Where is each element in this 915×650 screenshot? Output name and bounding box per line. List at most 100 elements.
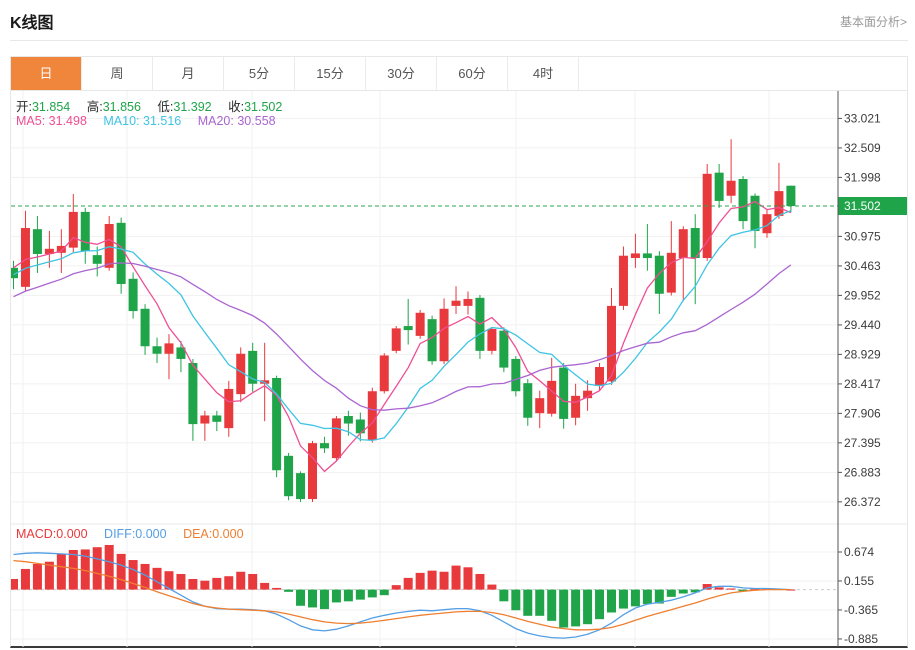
candle-body	[308, 443, 317, 500]
candle-body	[367, 391, 377, 441]
chart-area: 33.021 32.509 31.998 31.502 30.975 30.463 29.9…	[11, 91, 907, 647]
interval-tabs: 日 周 月 5分 15分 30分 60分 4时	[11, 57, 907, 91]
macd-bar	[116, 553, 126, 590]
macd-tick-label: -0.885	[844, 632, 878, 646]
macd-bar	[188, 579, 198, 590]
macd-bar	[128, 560, 138, 590]
price-tick-label: 29.952	[844, 288, 881, 302]
macd-bar	[475, 573, 485, 590]
candle-body	[774, 191, 784, 216]
candle-body	[559, 367, 569, 419]
macd-bar	[20, 568, 30, 590]
macd-bar	[714, 587, 724, 590]
price-tick-label: 28.417	[844, 377, 881, 391]
macd-bar	[523, 589, 533, 616]
macd-bar	[236, 571, 246, 590]
macd-bar	[511, 589, 521, 611]
tab-day[interactable]: 日	[11, 57, 82, 90]
header-divider	[10, 40, 908, 41]
macd-bar	[32, 563, 42, 590]
macd-bar	[248, 573, 258, 590]
candle-body	[403, 326, 413, 331]
candle-body	[654, 255, 664, 294]
candle-body	[618, 255, 628, 306]
candle-body	[726, 180, 736, 196]
candle-body	[92, 255, 102, 264]
fundamental-analysis-link[interactable]: 基本面分析>	[839, 15, 907, 29]
price-tick-label: 30.463	[844, 259, 881, 273]
macd-bar	[559, 589, 569, 628]
macd-bar	[56, 553, 66, 590]
macd-bar	[80, 549, 90, 590]
gridlines	[11, 91, 907, 647]
candle-body	[642, 253, 652, 259]
candle-body	[439, 308, 449, 362]
candle-body	[80, 211, 90, 252]
candle-body	[116, 222, 126, 284]
price-tick-label: 26.372	[844, 495, 881, 509]
tab-4hour[interactable]: 4时	[508, 57, 579, 90]
tab-week[interactable]: 周	[82, 57, 153, 90]
macd-bar	[308, 589, 317, 608]
macd-bar	[535, 589, 545, 616]
candle-body	[188, 362, 198, 425]
candle-body	[738, 179, 748, 222]
candle-body	[319, 443, 329, 449]
tab-30min[interactable]: 30分	[366, 57, 437, 90]
candle-body	[607, 305, 616, 382]
macd-bar	[92, 547, 102, 590]
macd-bar	[618, 589, 628, 609]
macd-bar	[666, 589, 676, 597]
candle-body	[11, 267, 18, 279]
tab-5min[interactable]: 5分	[224, 57, 295, 90]
macd-bar	[343, 589, 353, 602]
macd-bar	[726, 588, 736, 590]
dea-line	[13, 559, 791, 631]
candle-body	[714, 172, 724, 201]
candle-body	[355, 419, 365, 434]
candle-body	[20, 228, 30, 287]
candle-body	[547, 380, 557, 414]
macd-bar	[463, 567, 473, 590]
macd-bar	[176, 573, 186, 590]
ma10-line	[13, 209, 792, 442]
macd-bar	[415, 572, 425, 590]
diff-line	[13, 552, 791, 639]
candle-body	[786, 185, 796, 206]
price-tick-label: 30.975	[844, 229, 881, 243]
candle-body	[690, 228, 700, 259]
candle-body	[630, 253, 640, 259]
macd-bar	[140, 563, 150, 590]
price-tick-label: 29.440	[844, 318, 881, 332]
tab-month[interactable]: 月	[153, 57, 224, 90]
candle-body	[702, 173, 712, 259]
price-tick-label: 31.998	[844, 170, 881, 184]
candle-body	[427, 319, 437, 362]
macd-bar	[212, 577, 222, 590]
candle-body	[200, 415, 210, 424]
page-title: K线图	[10, 15, 54, 32]
price-tick-label: 27.906	[844, 406, 881, 420]
candle-body	[104, 223, 114, 268]
candle-body	[331, 418, 341, 459]
kline-chart-canvas[interactable]: 33.021 32.509 31.998 31.502 30.975 30.463 29.9…	[11, 91, 907, 647]
candle-body	[463, 298, 473, 306]
candle-body	[523, 383, 533, 418]
macd-bar	[487, 584, 497, 590]
candle-body	[224, 388, 234, 429]
candle-body	[296, 473, 306, 500]
page-header: K线图 基本面分析>	[0, 0, 915, 40]
candle-body	[68, 211, 78, 248]
macd-bar	[44, 561, 54, 590]
ma5-line	[13, 200, 792, 473]
candle-body	[535, 398, 545, 414]
macd-bar	[690, 589, 700, 593]
tab-60min[interactable]: 60分	[437, 57, 508, 90]
macd-bar	[296, 589, 306, 606]
candle-body	[379, 355, 389, 392]
tab-15min[interactable]: 15分	[295, 57, 366, 90]
candle-body	[391, 328, 401, 351]
macd-bar	[654, 589, 664, 604]
macd-bar	[427, 570, 437, 590]
macd-bar	[439, 571, 449, 590]
